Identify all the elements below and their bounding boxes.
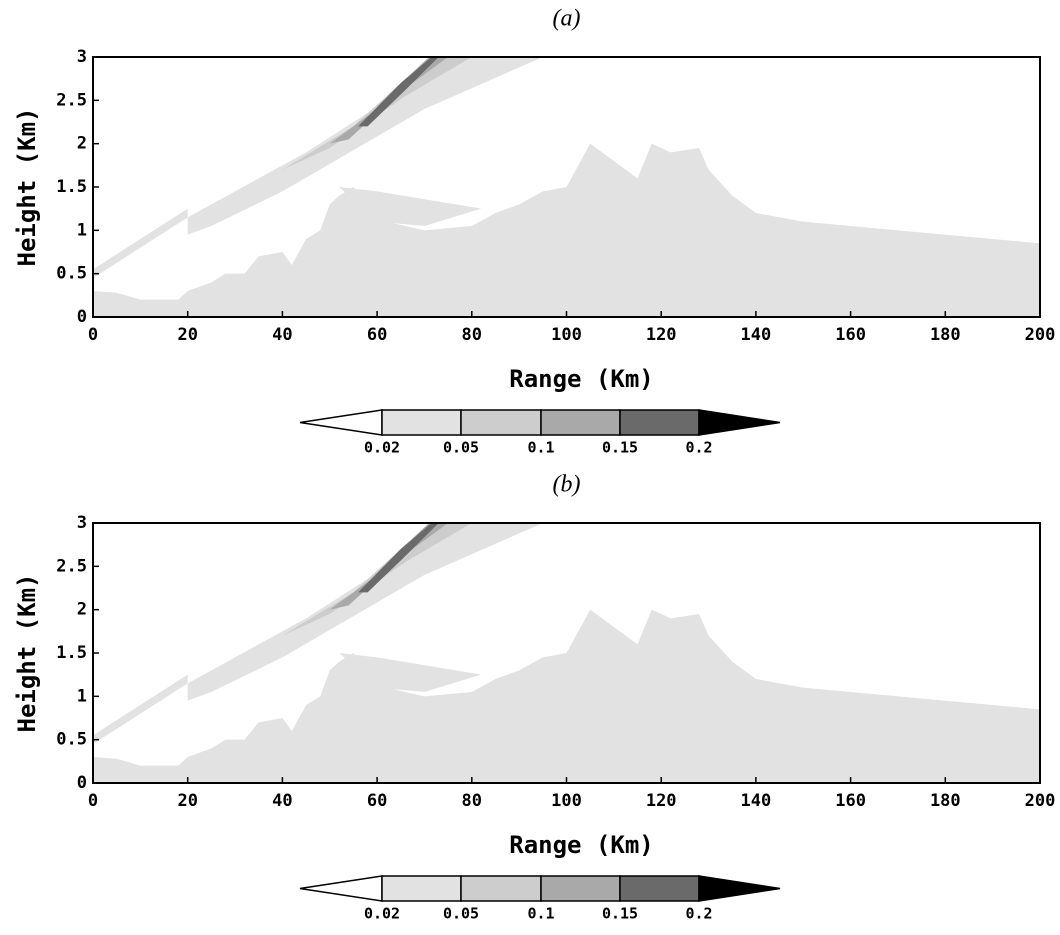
- x-tick-label: 80: [462, 325, 482, 345]
- x-tick-label: 120: [646, 791, 677, 811]
- y-axis-label: Height (Km): [13, 108, 41, 267]
- x-tick-label: 120: [646, 325, 677, 345]
- colorbar-segment: [460, 875, 542, 902]
- x-tick-label: 20: [177, 791, 197, 811]
- x-tick-label: 100: [551, 791, 582, 811]
- y-tick-label: 1.5: [56, 643, 87, 663]
- y-axis-label: Height (Km): [13, 574, 41, 733]
- colorbar-segment: [540, 875, 621, 902]
- panel-title: (a): [553, 6, 581, 32]
- x-tick-label: 180: [930, 791, 961, 811]
- x-tick-label: 40: [272, 791, 292, 811]
- x-tick-label: 180: [930, 325, 961, 345]
- colorbar-segment: [381, 875, 462, 902]
- y-tick-label: 0.5: [56, 730, 87, 750]
- plot-area: [93, 57, 1040, 317]
- colorbar-label: 0.1: [527, 439, 554, 457]
- x-axis-label: Range (Km): [509, 831, 654, 859]
- x-tick-label: 60: [367, 325, 387, 345]
- y-tick-label: 2: [77, 134, 87, 154]
- colorbar-label: 0.05: [443, 439, 479, 457]
- y-tick-label: 3: [77, 47, 87, 67]
- y-tick-label: 0: [77, 773, 87, 793]
- contour-region: [339, 187, 482, 226]
- y-tick-label: 1: [77, 220, 87, 240]
- colorbar-segment: [619, 409, 700, 436]
- x-tick-label: 80: [462, 791, 482, 811]
- colorbar-label: 0.2: [685, 905, 712, 923]
- colorbar-label: 0.1: [527, 905, 554, 923]
- colorbar-under: [299, 409, 383, 436]
- colorbar-label: 0.05: [443, 905, 479, 923]
- contour-region: [93, 609, 1040, 783]
- x-tick-label: 200: [1025, 791, 1056, 811]
- contour-region: [93, 143, 1040, 317]
- colorbar-label: 0.02: [364, 439, 400, 457]
- y-tick-label: 1.5: [56, 177, 87, 197]
- y-tick-label: 2.5: [56, 90, 87, 110]
- plot-area: [93, 523, 1040, 783]
- colorbar-segment: [381, 409, 462, 436]
- panel-title: (b): [553, 472, 581, 498]
- colorbar-over: [698, 409, 781, 436]
- x-tick-label: 160: [835, 325, 866, 345]
- x-tick-label: 140: [741, 325, 772, 345]
- colorbar-label: 0.2: [685, 439, 712, 457]
- contour-region: [187, 523, 543, 701]
- x-tick-label: 200: [1025, 325, 1056, 345]
- colorbar-under: [299, 875, 383, 902]
- y-tick-label: 0: [77, 307, 87, 327]
- colorbar-over: [698, 875, 781, 902]
- x-tick-label: 0: [88, 325, 98, 345]
- contour-region: [187, 57, 543, 235]
- x-tick-label: 100: [551, 325, 582, 345]
- x-tick-label: 140: [741, 791, 772, 811]
- x-tick-label: 40: [272, 325, 292, 345]
- contour-region: [339, 653, 482, 692]
- y-tick-label: 0.5: [56, 264, 87, 284]
- contour-region: [93, 208, 188, 278]
- colorbar-label: 0.02: [364, 905, 400, 923]
- colorbar-label: 0.15: [602, 905, 638, 923]
- colorbar-segment: [619, 875, 700, 902]
- x-tick-label: 160: [835, 791, 866, 811]
- colorbar-label: 0.15: [602, 439, 638, 457]
- x-tick-label: 0: [88, 791, 98, 811]
- contour-region: [358, 523, 439, 593]
- contour-region: [358, 57, 439, 127]
- y-tick-label: 2: [77, 600, 87, 620]
- colorbar-segment: [460, 409, 542, 436]
- x-axis-label: Range (Km): [509, 365, 654, 393]
- x-tick-label: 60: [367, 791, 387, 811]
- y-tick-label: 3: [77, 513, 87, 533]
- y-tick-label: 1: [77, 686, 87, 706]
- x-tick-label: 20: [177, 325, 197, 345]
- contour-region: [93, 674, 188, 744]
- y-tick-label: 2.5: [56, 556, 87, 576]
- colorbar-segment: [540, 409, 621, 436]
